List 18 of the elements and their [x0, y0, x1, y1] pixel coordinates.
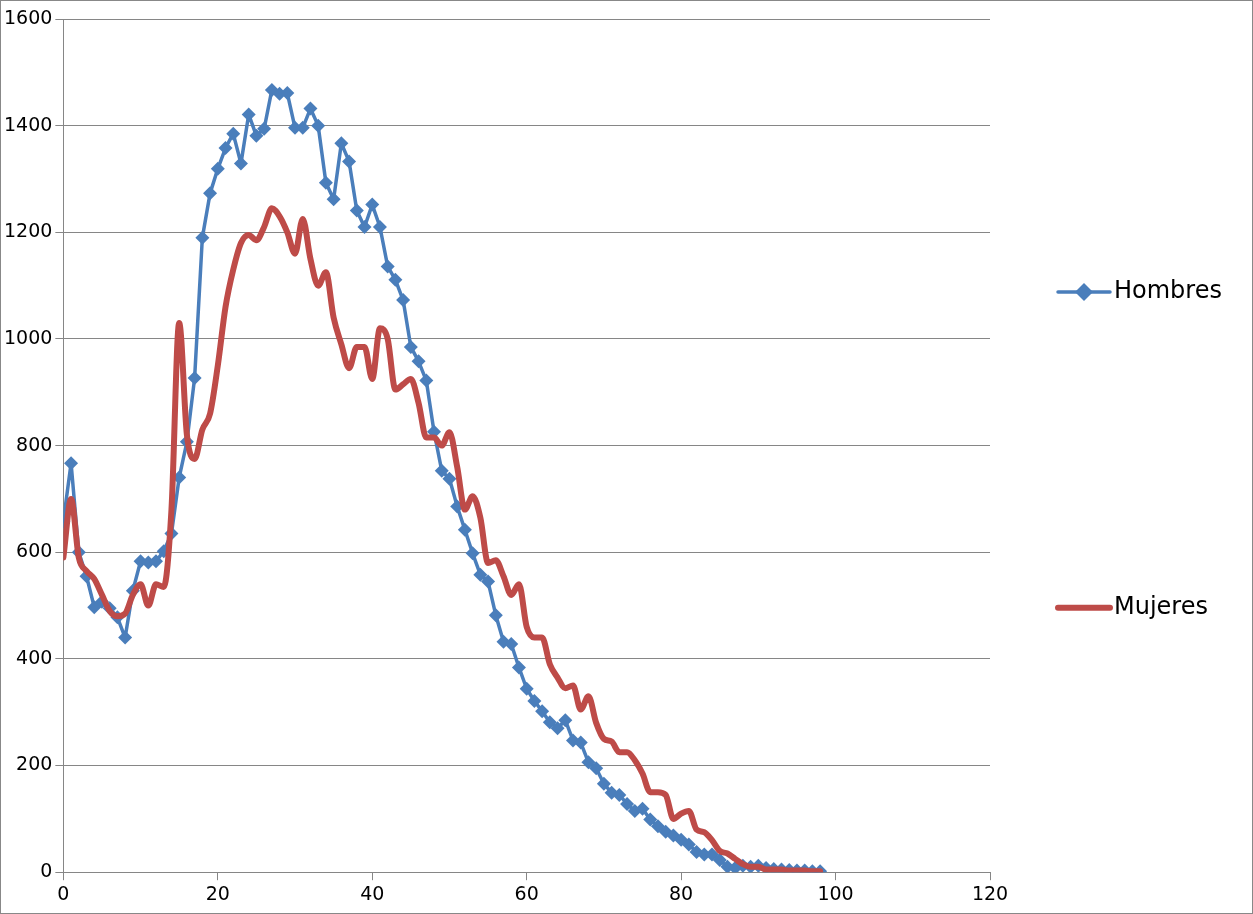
x-tick-label: 120 [971, 881, 1009, 904]
x-tick-label: 60 [514, 881, 539, 904]
x-tick-label: 80 [669, 881, 694, 904]
y-tick-label: 1200 [3, 219, 53, 242]
y-tick-label: 1400 [3, 112, 53, 135]
y-tick-label: 800 [16, 432, 53, 455]
y-tick-label: 600 [16, 539, 53, 562]
y-tick-label: 1600 [3, 5, 53, 28]
x-tick-label: 20 [205, 881, 230, 904]
legend-label: Hombres [1114, 276, 1222, 305]
y-tick-label: 400 [16, 645, 53, 668]
x-tick-label: 40 [360, 881, 385, 904]
y-tick-label: 0 [40, 859, 53, 882]
y-tick-label: 200 [16, 752, 53, 775]
legend-label: Mujeres [1114, 591, 1208, 620]
y-tick-label: 1000 [3, 325, 53, 348]
x-tick-label: 0 [57, 881, 70, 904]
x-tick-label: 100 [817, 881, 854, 904]
